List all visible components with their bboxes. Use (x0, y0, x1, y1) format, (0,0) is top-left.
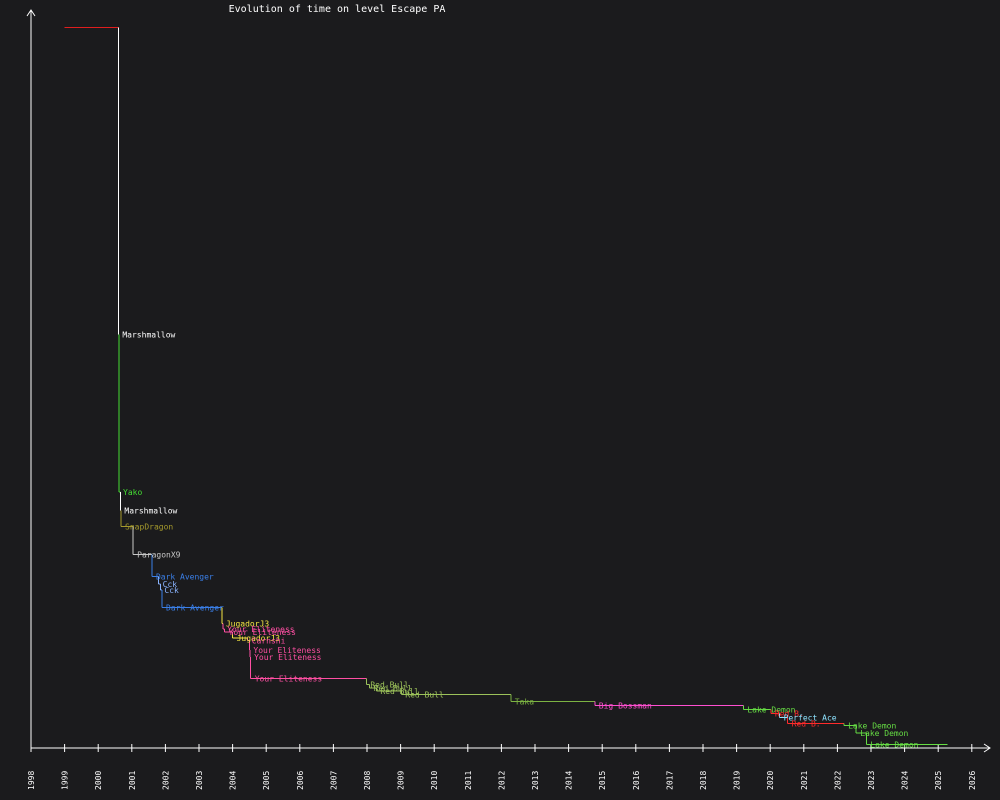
record-label: Marshmallow (124, 506, 177, 515)
record-label: JugadorJ3 (226, 619, 270, 628)
record-label: Marshmallow (122, 331, 175, 340)
record-label: Red B. (775, 709, 804, 718)
record-label: Red Bull (380, 687, 419, 696)
record-label: Your Eliteness (227, 625, 295, 634)
x-tick-label: 1999 (61, 771, 70, 790)
x-tick-label: 2021 (800, 771, 809, 790)
record-label: Yako (123, 488, 142, 497)
x-tick-label: 2024 (901, 771, 910, 790)
x-tick-label: 2017 (665, 771, 674, 790)
record-labels: Marshmallow Yako Marshmallow SnapDragon Para… (122, 331, 918, 750)
record-label: Lake Demon (860, 729, 908, 738)
x-tick-label: 2002 (161, 771, 170, 790)
x-tick-label: 2022 (833, 771, 842, 790)
x-tick-label: 2019 (733, 771, 742, 790)
x-tick-label: 2008 (363, 771, 372, 790)
record-label: Red Bull (374, 684, 413, 693)
record-label: Your Eliteness (255, 674, 323, 683)
record-label: Red Bull (370, 680, 409, 689)
x-tick-label: 2001 (128, 771, 137, 790)
x-tick-label: 2023 (867, 771, 876, 790)
record-label: Your Eliteness (254, 653, 322, 662)
record-label: Red B. (792, 720, 821, 729)
record-label: Big Bossman (599, 702, 652, 711)
x-tick-label: 2025 (934, 771, 943, 790)
record-label: Dark Avenger (156, 572, 214, 581)
y-axis-arrow (26, 9, 36, 17)
axes (26, 9, 991, 753)
record-label: Your Eliteness (253, 646, 321, 655)
x-ticks: 1998 1999 2000 2001 2002 2003 2004 2005 2006 2007… (27, 744, 977, 790)
x-tick-label: 2006 (296, 771, 305, 790)
x-tick-label: 2016 (632, 771, 641, 790)
record-label: Cck (163, 580, 178, 589)
record-label: Taka (515, 697, 534, 706)
x-tick-label: 1998 (27, 771, 36, 790)
record-steps (64, 26, 948, 745)
record-label: Red Bull (405, 690, 444, 699)
x-tick-label: 2013 (531, 771, 540, 790)
record-label: Lake Demon (848, 721, 896, 730)
x-tick-label: 2005 (262, 771, 271, 790)
record-label: SnapDragon (125, 522, 173, 531)
x-tick-label: 2004 (229, 771, 238, 790)
record-label: Perfect Ace (784, 714, 837, 723)
x-tick-label: 2014 (565, 771, 574, 790)
record-label: Carnshi (252, 637, 286, 646)
x-tick-label: 2010 (430, 771, 439, 790)
record-label: JugadorJ3 (237, 634, 281, 643)
x-tick-label: 2026 (968, 771, 977, 790)
record-label: Cck (164, 586, 179, 595)
x-tick-label: 2018 (699, 771, 708, 790)
record-label: ParagonX9 (137, 551, 181, 560)
chart-title: Evolution of time on level Escape PA (229, 4, 446, 15)
record-label: Dark Avenger (166, 603, 224, 612)
record-label: Your Eliteness (229, 628, 297, 637)
x-tick-label: 2007 (329, 771, 338, 790)
x-tick-label: 2011 (464, 771, 473, 790)
x-tick-label: 2012 (497, 771, 506, 790)
x-tick-label: 2020 (766, 771, 775, 790)
x-axis-arrow (983, 743, 991, 753)
x-tick-label: 2000 (94, 771, 103, 790)
record-label: Lake Demon (870, 740, 918, 749)
record-label: Lake Demon (747, 705, 795, 714)
x-tick-label: 2009 (397, 771, 406, 790)
x-tick-label: 2015 (598, 771, 607, 790)
x-tick-label: 2003 (195, 771, 204, 790)
